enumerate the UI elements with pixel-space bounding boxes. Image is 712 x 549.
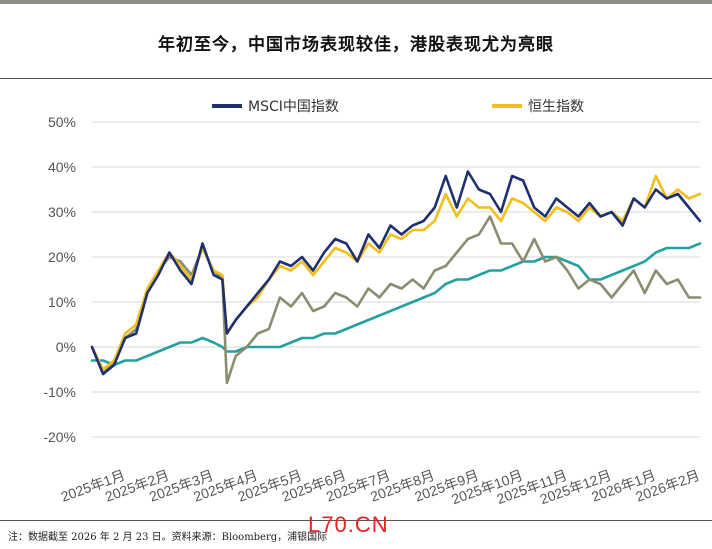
series-line-2 bbox=[90, 215, 702, 385]
y-tick-label: 40% bbox=[48, 159, 76, 175]
y-tick-label: 20% bbox=[48, 249, 76, 265]
y-tick-label: -10% bbox=[43, 384, 76, 400]
line-chart: 50% 40% 30% 20% 10% 0% -10% -20% 2025年1月2025年2月… bbox=[43, 99, 702, 508]
y-tick-label: 10% bbox=[48, 294, 76, 310]
x-axis-ticks: 2025年1月2025年2月2025年3月2025年4月2025年5月2025年… bbox=[59, 467, 702, 508]
y-axis-ticks: 50% 40% 30% 20% 10% 0% -10% -20% bbox=[43, 114, 76, 445]
watermark: L70.CN bbox=[308, 512, 389, 537]
y-tick-label: 0% bbox=[56, 339, 76, 355]
y-tick-label: -20% bbox=[43, 429, 76, 445]
series-line-3 bbox=[90, 242, 702, 367]
gridlines bbox=[92, 121, 700, 438]
legend-label: 恒生指数 bbox=[528, 99, 584, 115]
footnote: 注：数据截至 2026 年 2 月 23 日。资料来源：Bloomberg，浦银… bbox=[8, 532, 328, 543]
y-tick-label: 30% bbox=[48, 204, 76, 220]
top-rule bbox=[0, 0, 712, 4]
legend: MSCI中国指数 恒生指数 bbox=[212, 99, 584, 115]
footer-divider bbox=[0, 520, 712, 521]
y-tick-label: 50% bbox=[48, 114, 76, 130]
series-line-0 bbox=[90, 170, 702, 376]
series-lines bbox=[90, 170, 702, 385]
title-divider bbox=[0, 78, 712, 79]
chart-title: 年初至今，中国市场表现较佳，港股表现尤为亮眼 bbox=[158, 35, 554, 55]
legend-label: MSCI中国指数 bbox=[248, 99, 339, 115]
